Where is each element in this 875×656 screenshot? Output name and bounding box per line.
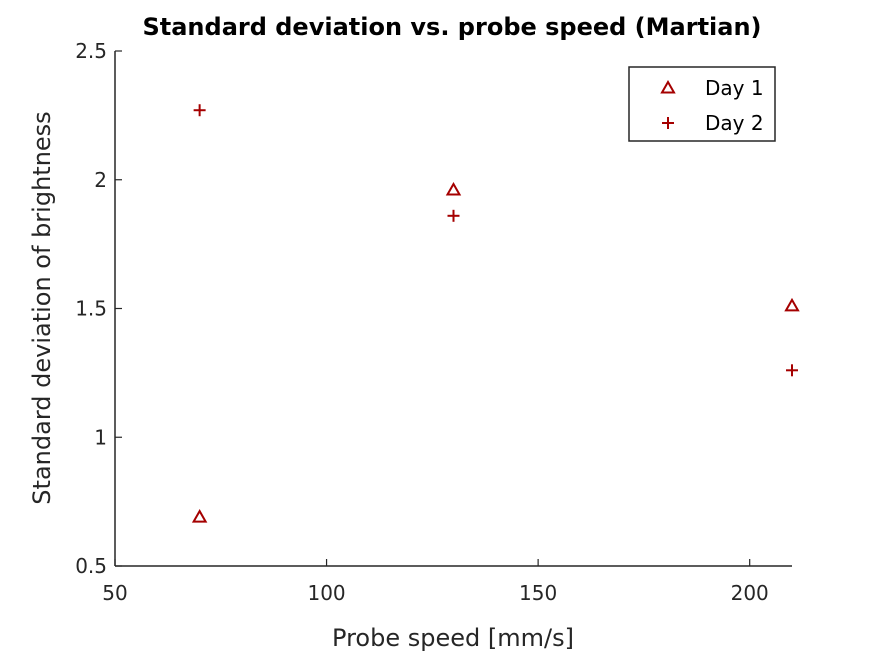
legend-label-2: Day 2	[705, 111, 764, 135]
day-2-point	[193, 104, 206, 117]
x-tick-label: 50	[102, 581, 127, 605]
x-tick-label: 200	[731, 581, 769, 605]
day-1-point	[784, 297, 800, 312]
legend-label-1: Day 1	[705, 76, 764, 100]
y-tick-label: 1.5	[75, 297, 107, 321]
axis-ticks: 50 100 150 200 0.5 1 1.5 2 2.5	[75, 39, 769, 605]
y-axis-label: Standard deviation of brightness	[28, 111, 56, 504]
day-1-point	[191, 509, 208, 523]
x-tick-label: 100	[307, 581, 345, 605]
y-tick-label: 2.5	[75, 39, 107, 63]
day-1-point	[445, 182, 462, 196]
x-tick-label: 150	[519, 581, 557, 605]
x-axis-label: Probe speed [mm/s]	[332, 624, 574, 652]
day-2-point	[447, 209, 460, 222]
legend-marker-1	[660, 79, 676, 94]
legend-marker-2	[662, 117, 674, 129]
y-tick-label: 1	[94, 425, 107, 449]
legend: Day 1 Day 2	[628, 66, 776, 142]
day-2-point	[786, 364, 798, 377]
y-tick-label: 0.5	[75, 554, 107, 578]
y-tick-label: 2	[94, 168, 107, 192]
chart-title: Standard deviation vs. probe speed (Mart…	[142, 13, 761, 41]
data-marks	[191, 104, 800, 523]
legend-box	[628, 66, 776, 142]
